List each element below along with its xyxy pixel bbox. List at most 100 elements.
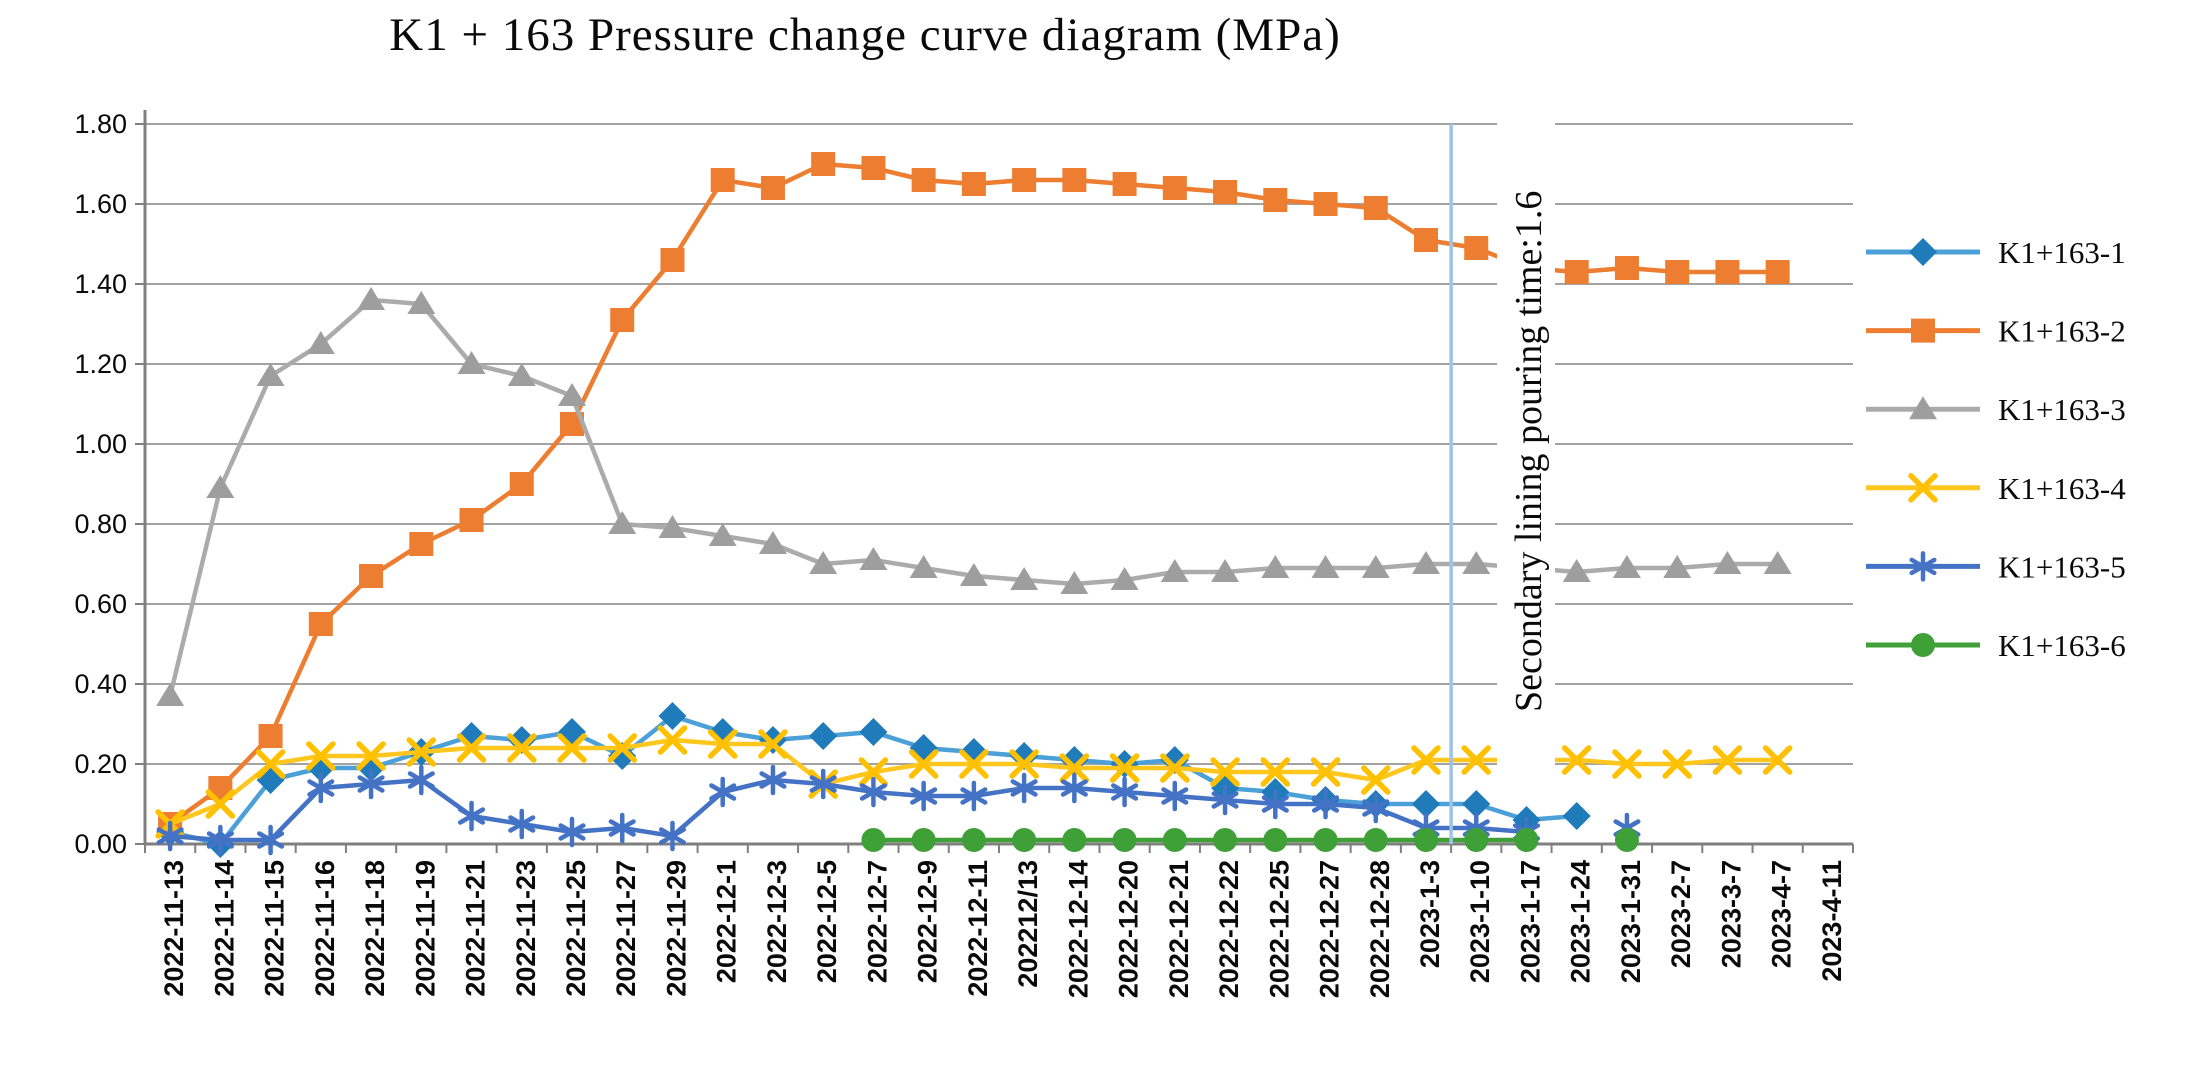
x-marker	[908, 749, 939, 779]
x-marker	[406, 737, 437, 767]
x-tick-label: 2022-12-5	[812, 860, 842, 983]
x-marker	[657, 725, 688, 755]
legend-label: K1+163-1	[1998, 235, 2126, 270]
y-tick-label: 0.80	[74, 509, 127, 539]
triangle-marker	[608, 511, 637, 534]
triangle-marker	[507, 363, 536, 386]
triangle-marker	[1311, 555, 1340, 578]
legend-label: K1+163-2	[1998, 314, 2126, 349]
square-marker	[1012, 168, 1037, 192]
axis-ticks: 0.00 0.20 0.40 0.60 0.80 1.00 1.20 1.40 1.60 1.80	[74, 109, 127, 859]
circle-marker	[1162, 828, 1187, 852]
x-marker	[1908, 473, 1938, 503]
legend-item-K1+163-4: K1+163-4	[1866, 471, 2126, 506]
x-marker	[557, 733, 587, 763]
asterisk-marker	[558, 823, 586, 841]
y-tick-label: 0.20	[74, 749, 127, 779]
triangle-marker	[558, 383, 586, 406]
asterisk-marker	[1362, 799, 1390, 817]
square-marker	[811, 152, 836, 176]
x-marker	[858, 757, 889, 787]
x-marker	[456, 733, 487, 763]
triangle-marker	[859, 547, 888, 570]
x-tick-label: 2022-11-25	[561, 860, 591, 997]
legend-item-K1+163-1: K1+163-1	[1866, 235, 2126, 270]
triangle-marker	[1060, 571, 1089, 594]
legend-item-K1+163-3: K1+163-3	[1866, 392, 2126, 427]
y-tick-label: 1.60	[74, 189, 127, 219]
x-marker	[507, 733, 537, 763]
asterisk-marker	[508, 815, 536, 833]
circle-marker	[1313, 828, 1338, 852]
triangle-marker	[1261, 555, 1290, 578]
x-marker	[758, 729, 788, 759]
x-marker	[1712, 745, 1743, 775]
triangle-marker	[658, 515, 687, 538]
triangle-marker	[1160, 559, 1189, 582]
triangle-marker	[708, 523, 737, 546]
legend-item-K1+163-5: K1+163-5	[1866, 549, 2126, 584]
asterisk-marker	[1909, 557, 1937, 576]
x-marker	[707, 729, 738, 759]
square-marker	[459, 508, 484, 532]
circle-marker	[1911, 633, 1935, 657]
x-tick-label: 202212/13	[1013, 860, 1043, 988]
square-marker	[1162, 176, 1187, 200]
square-marker	[1213, 180, 1238, 204]
x-tick-label: 2022-11-18	[360, 860, 390, 997]
diamond-marker	[1110, 750, 1139, 778]
legend-label: K1+163-3	[1998, 392, 2126, 427]
x-marker	[1612, 749, 1642, 779]
square-marker	[961, 172, 986, 196]
triangle-marker	[306, 331, 335, 354]
legend-item-K1+163-2: K1+163-2	[1866, 314, 2126, 349]
x-marker	[607, 733, 637, 763]
y-tick-label: 1.20	[74, 349, 127, 379]
legend-label: K1+163-6	[1998, 628, 2126, 663]
square-marker	[1062, 168, 1087, 192]
x-marker	[1160, 753, 1190, 783]
series-K1+163-6	[861, 828, 1639, 852]
diamond-marker	[658, 702, 687, 730]
asterisk-marker	[357, 775, 385, 793]
diamond-marker	[1909, 238, 1937, 266]
triangle-marker	[256, 363, 285, 386]
chart-title: K1 + 163 Pressure change curve diagram (…	[389, 9, 1341, 61]
asterisk-marker	[1060, 779, 1088, 797]
triangle-marker	[457, 351, 486, 374]
square-marker	[409, 532, 434, 556]
circle-marker	[1112, 828, 1137, 852]
triangle-marker	[1462, 551, 1491, 574]
square-marker	[1112, 172, 1137, 196]
y-tick-label: 0.60	[74, 589, 127, 619]
asterisk-marker	[1261, 795, 1289, 813]
x-marker	[1260, 757, 1291, 787]
x-marker	[1461, 745, 1491, 775]
x-tick-label: 2022-12-11	[963, 860, 993, 997]
asterisk-marker	[608, 819, 636, 837]
x-tick-label: 2023-3-7	[1716, 860, 1746, 968]
x-tick-label: 2022-12-14	[1063, 860, 1093, 998]
x-marker	[205, 789, 236, 819]
triangle-marker	[357, 287, 386, 310]
x-marker	[1210, 757, 1240, 787]
square-marker	[1765, 260, 1790, 284]
triangle-marker	[1663, 555, 1692, 578]
circle-marker	[1414, 828, 1438, 852]
circle-marker	[911, 828, 936, 852]
triangle-marker	[758, 531, 787, 554]
square-marker	[710, 168, 735, 192]
x-marker	[959, 749, 989, 779]
asterisk-marker	[1311, 795, 1340, 813]
triangle-marker	[156, 683, 185, 706]
y-tick-label: 0.40	[74, 669, 127, 699]
circle-marker	[1263, 828, 1288, 852]
legend: K1+163-1 K1+163-2 K1+163-3 K1+163-4 K1+163-5…	[1866, 235, 2126, 663]
square-marker	[760, 176, 785, 200]
triangle-marker	[206, 475, 235, 498]
x-tick-label: 2023-1-3	[1415, 860, 1445, 968]
x-marker	[306, 741, 336, 771]
asterisk-marker	[1010, 779, 1038, 797]
x-tick-label: 2023-1-24	[1566, 860, 1596, 983]
